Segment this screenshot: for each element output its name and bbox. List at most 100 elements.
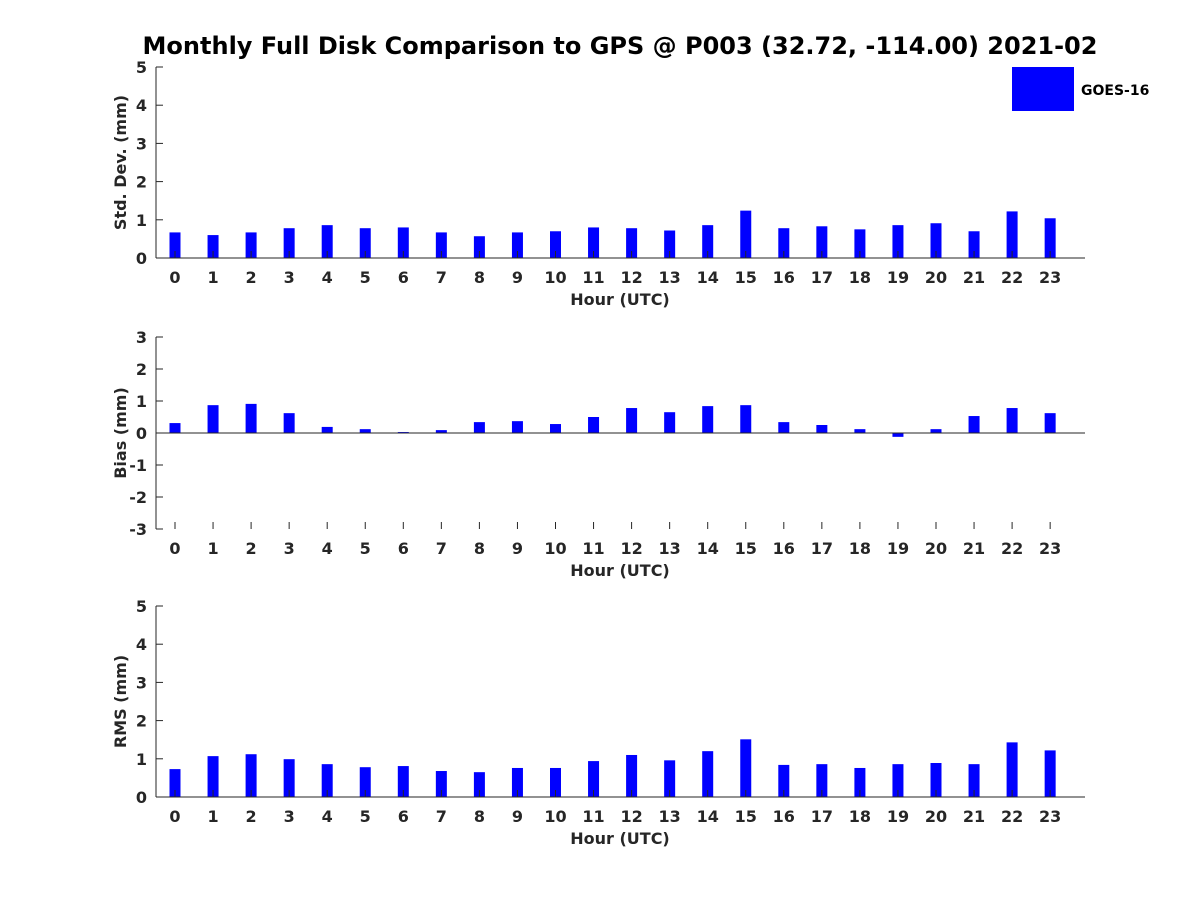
x-tick-label: 8 — [474, 539, 485, 558]
x-tick-label: 11 — [582, 268, 604, 287]
y-tick-label: 1 — [136, 211, 147, 230]
bar-hour-13 — [664, 760, 676, 797]
bar-hour-16 — [778, 228, 790, 258]
x-tick-label: 18 — [849, 807, 871, 826]
x-tick-label: 19 — [887, 539, 909, 558]
x-tick-label: 19 — [887, 268, 909, 287]
bar-hour-17 — [816, 764, 828, 797]
x-tick-label: 1 — [207, 807, 218, 826]
bar-hour-8 — [473, 236, 485, 258]
x-tick-label: 23 — [1039, 539, 1061, 558]
y-tick-label: 2 — [136, 173, 147, 192]
bar-hour-0 — [169, 232, 181, 258]
x-tick-label: 14 — [697, 539, 719, 558]
x-tick-label: 18 — [849, 539, 871, 558]
bar-hour-22 — [1006, 742, 1018, 797]
bar-hour-20 — [930, 223, 942, 258]
x-axis-label: Hour (UTC) — [570, 290, 670, 309]
bar-hour-18 — [854, 429, 866, 433]
x-tick-label: 15 — [735, 268, 757, 287]
y-tick-label: 3 — [136, 134, 147, 153]
bar-hour-9 — [511, 232, 523, 258]
bar-hour-10 — [550, 231, 561, 258]
bar-hour-14 — [702, 225, 714, 258]
x-tick-label: 5 — [360, 539, 371, 558]
bar-hour-2 — [245, 232, 257, 258]
x-tick-label: 9 — [512, 268, 523, 287]
bar-hour-8 — [473, 772, 485, 797]
x-tick-label: 21 — [963, 268, 985, 287]
x-tick-label: 12 — [620, 268, 642, 287]
x-tick-label: 21 — [963, 807, 985, 826]
bar-hour-17 — [816, 425, 828, 433]
bar-hour-0 — [169, 423, 181, 433]
bar-hour-22 — [1006, 211, 1018, 258]
x-tick-label: 3 — [284, 268, 295, 287]
y-tick-label: 5 — [136, 58, 147, 77]
x-tick-label: 16 — [773, 268, 795, 287]
y-tick-label: 3 — [136, 673, 147, 692]
bar-hour-11 — [588, 761, 600, 797]
x-tick-label: 15 — [735, 807, 757, 826]
bar-hour-1 — [207, 756, 219, 797]
x-tick-label: 9 — [512, 807, 523, 826]
bar-hour-23 — [1044, 413, 1056, 433]
x-tick-label: 22 — [1001, 539, 1023, 558]
bar-hour-0 — [169, 769, 181, 797]
x-tick-label: 2 — [246, 268, 257, 287]
bar-hour-5 — [359, 429, 371, 433]
x-tick-label: 10 — [544, 539, 566, 558]
bar-hour-7 — [435, 430, 447, 433]
y-tick-label: 5 — [136, 597, 147, 616]
bar-hour-4 — [321, 764, 333, 797]
y-tick-label: 3 — [136, 328, 147, 347]
x-tick-label: 1 — [207, 539, 218, 558]
bar-hour-6 — [397, 766, 409, 797]
x-tick-label: 10 — [544, 268, 566, 287]
x-tick-label: 5 — [360, 807, 371, 826]
bar-hour-23 — [1044, 218, 1056, 258]
x-tick-label: 0 — [169, 268, 180, 287]
bar-hour-6 — [397, 227, 409, 258]
bar-hour-23 — [1044, 750, 1056, 797]
y-tick-label: 2 — [136, 712, 147, 731]
x-tick-label: 23 — [1039, 807, 1061, 826]
x-tick-label: 22 — [1001, 807, 1023, 826]
bar-hour-2 — [245, 754, 257, 797]
bar-hour-18 — [854, 767, 866, 797]
y-tick-label: -1 — [129, 456, 147, 475]
bar-hour-2 — [245, 403, 257, 433]
y-tick-label: 0 — [136, 788, 147, 807]
bar-hour-1 — [207, 405, 219, 433]
x-tick-label: 2 — [246, 807, 257, 826]
x-tick-label: 4 — [322, 539, 333, 558]
bar-hour-4 — [321, 225, 333, 258]
bar-hour-12 — [626, 754, 638, 797]
x-tick-label: 6 — [398, 539, 409, 558]
x-tick-label: 13 — [659, 539, 681, 558]
y-tick-label: 0 — [136, 424, 147, 443]
bar-hour-21 — [968, 416, 980, 433]
bar-hour-19 — [892, 764, 904, 797]
y-tick-label: -2 — [129, 488, 147, 507]
y-axis-label: Bias (mm) — [111, 387, 130, 479]
x-tick-label: 2 — [246, 539, 257, 558]
x-tick-label: 3 — [284, 539, 295, 558]
x-tick-label: 4 — [322, 807, 333, 826]
x-tick-label: 23 — [1039, 268, 1061, 287]
bar-hour-14 — [702, 751, 714, 797]
y-tick-label: 1 — [136, 392, 147, 411]
bar-hour-12 — [626, 228, 638, 258]
x-tick-label: 0 — [169, 539, 180, 558]
x-tick-label: 12 — [620, 539, 642, 558]
x-tick-label: 0 — [169, 807, 180, 826]
bar-hour-10 — [550, 767, 561, 797]
bar-hour-20 — [930, 429, 942, 433]
x-tick-label: 17 — [811, 807, 833, 826]
bar-hour-21 — [968, 764, 980, 797]
x-tick-label: 3 — [284, 807, 295, 826]
legend-swatch — [1012, 67, 1074, 111]
x-tick-label: 17 — [811, 539, 833, 558]
